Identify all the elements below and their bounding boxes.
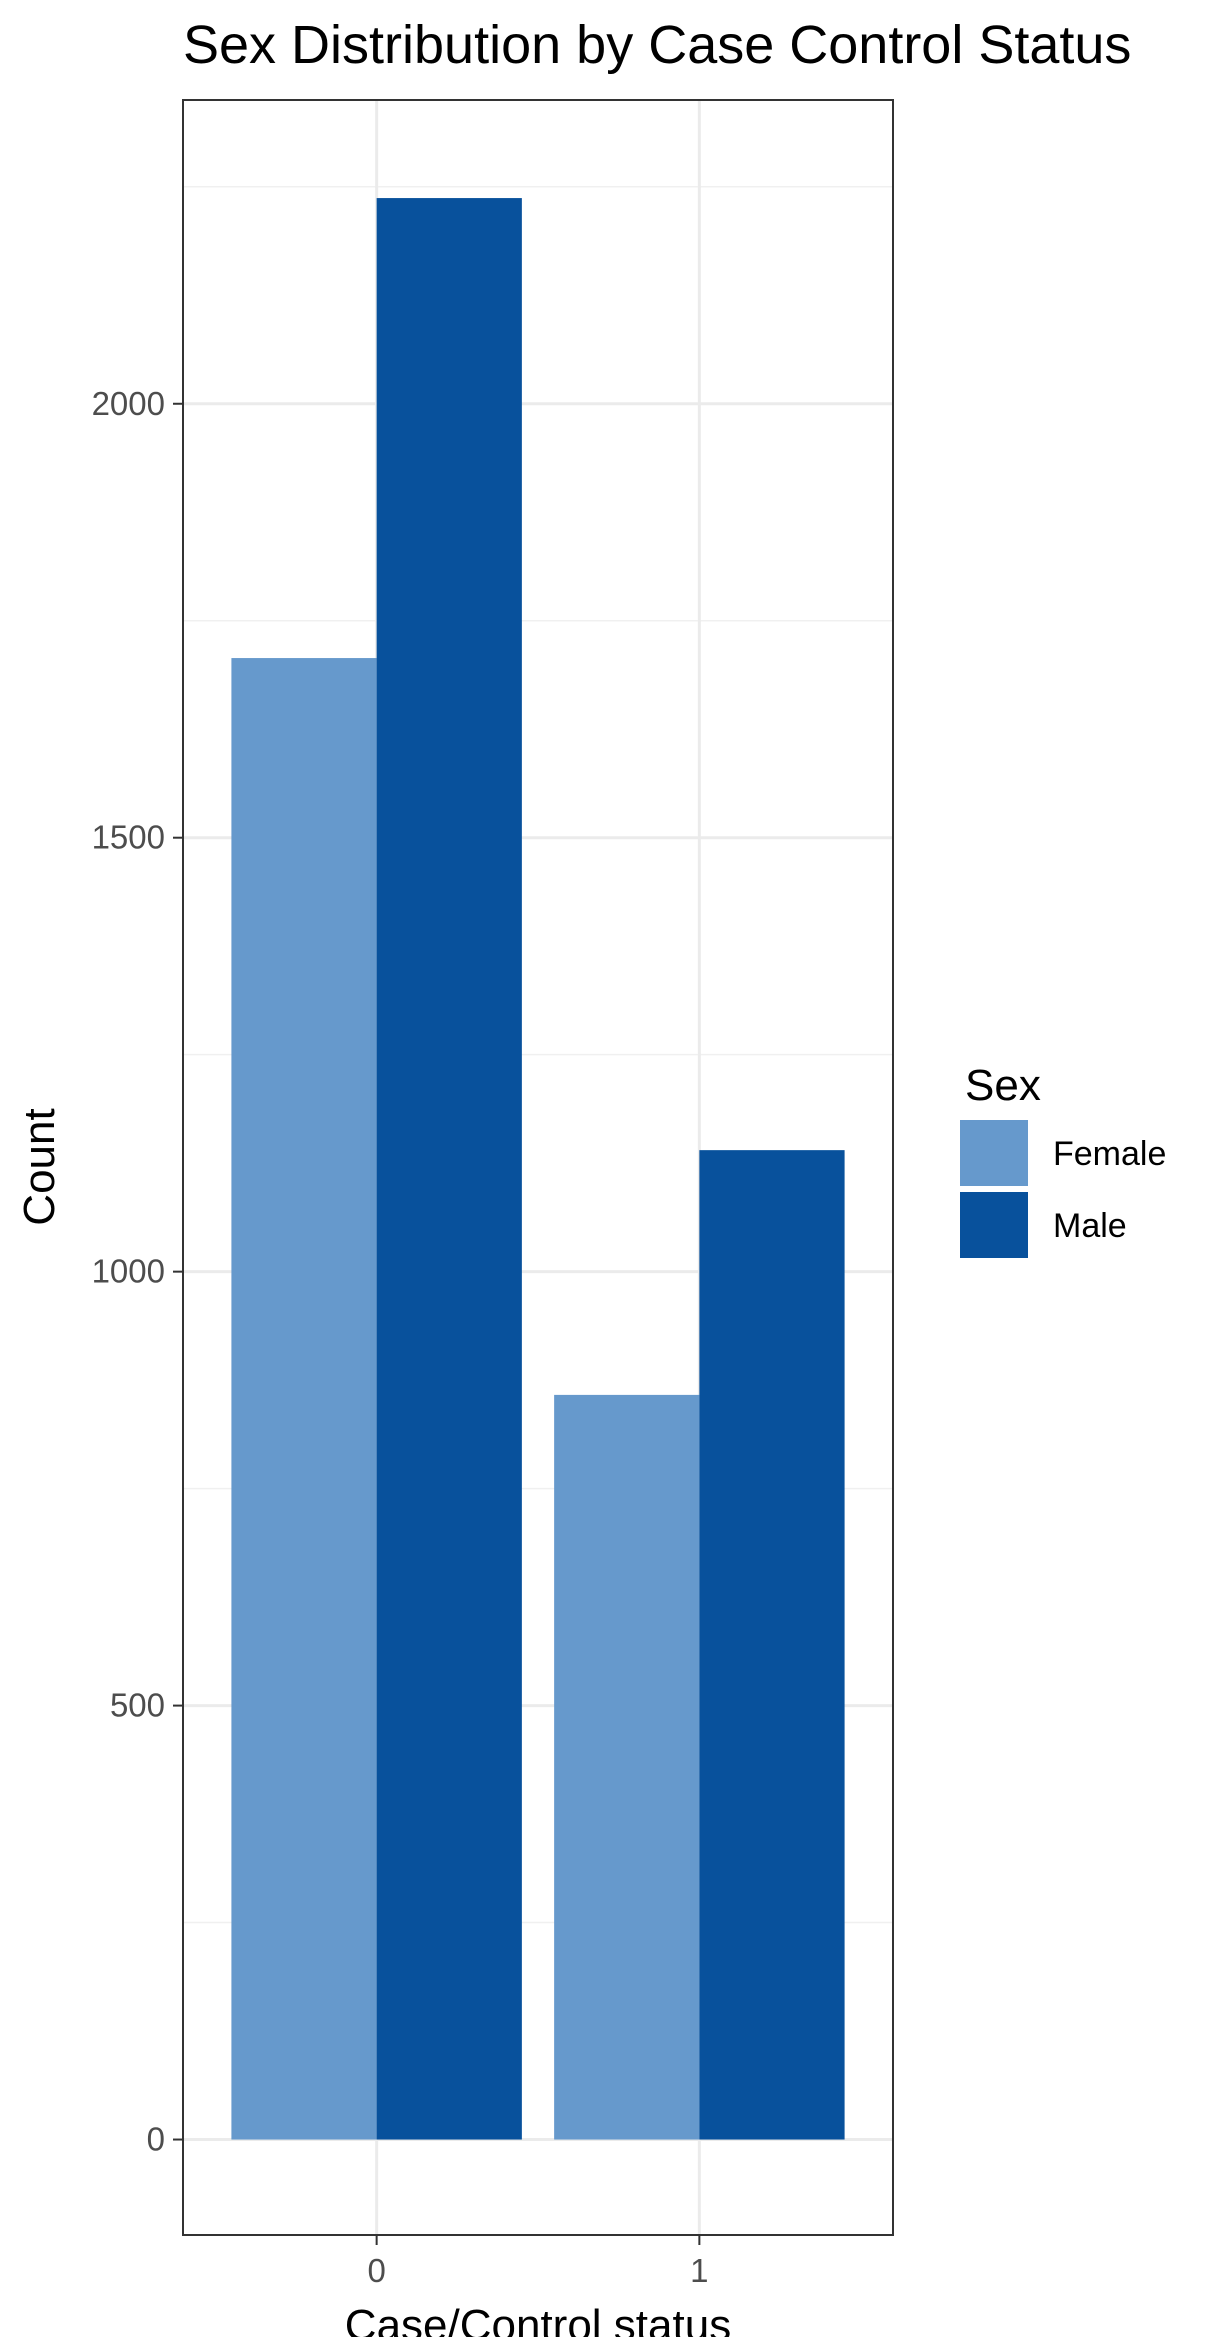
x-tick-label: 1 bbox=[690, 2252, 708, 2289]
legend: Sex Female Male bbox=[960, 1061, 1166, 1258]
plot-panel bbox=[182, 99, 894, 2236]
x-tick-label: 0 bbox=[367, 2252, 385, 2289]
y-tick-label: 2000 bbox=[92, 385, 165, 422]
y-tick-label: 500 bbox=[110, 1687, 165, 1724]
bars bbox=[231, 198, 845, 2140]
legend-key-female bbox=[960, 1120, 1028, 1186]
legend-label-male: Male bbox=[1053, 1207, 1127, 1245]
legend-key-male bbox=[960, 1192, 1028, 1258]
y-axis: 0 500 1000 1500 2000 bbox=[92, 385, 183, 2158]
y-tick-label: 1500 bbox=[92, 819, 165, 856]
y-axis-title: Count bbox=[15, 1108, 64, 1225]
y-tick-label: 0 bbox=[147, 2121, 165, 2158]
y-tick-label: 1000 bbox=[92, 1253, 165, 1290]
bar-female-1 bbox=[554, 1394, 700, 2140]
legend-label-female: Female bbox=[1053, 1135, 1166, 1173]
chart-title: Sex Distribution by Case Control Status bbox=[183, 15, 1131, 75]
bar-male-1 bbox=[699, 1150, 845, 2140]
legend-items: Female Male bbox=[960, 1120, 1166, 1258]
plot-border bbox=[182, 99, 894, 2236]
x-axis-title: Case/Control status bbox=[345, 2301, 731, 2337]
legend-title: Sex bbox=[965, 1061, 1041, 1110]
bar-male-0 bbox=[376, 198, 522, 2140]
bar-female-0 bbox=[231, 658, 377, 2140]
